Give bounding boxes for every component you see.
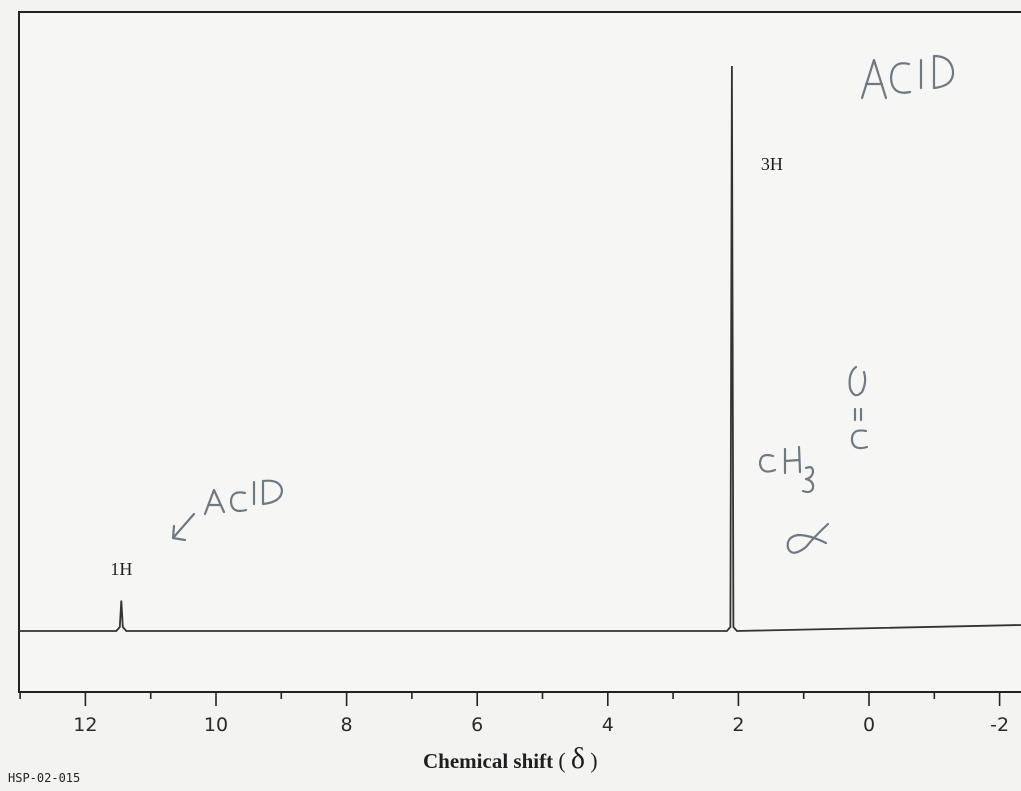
handwritten-acid-top-right bbox=[860, 54, 955, 100]
spectrum-trace bbox=[19, 65, 1021, 632]
x-axis-ticks bbox=[19, 692, 1001, 706]
x-tick-label: 2 bbox=[732, 714, 744, 736]
x-tick-label: 4 bbox=[602, 714, 614, 736]
x-tick-label: 12 bbox=[73, 714, 97, 736]
delta-symbol: δ bbox=[571, 742, 585, 775]
x-tick-label: -2 bbox=[990, 714, 1009, 736]
x-axis-tick-labels: 12 10 8 6 4 2 0 -2 bbox=[73, 714, 1009, 736]
x-tick-label: 0 bbox=[863, 714, 875, 736]
handwritten-acid-left bbox=[171, 479, 284, 542]
x-tick-label: 8 bbox=[341, 714, 353, 736]
catalog-code: HSP-02-015 bbox=[8, 771, 80, 785]
peak-integration-label: 1H bbox=[110, 559, 132, 579]
handwritten-alpha bbox=[786, 522, 830, 554]
peak-integration-label: 3H bbox=[761, 154, 783, 174]
handwritten-ch3-carbonyl bbox=[758, 365, 869, 494]
plot-frame bbox=[18, 11, 1021, 693]
x-tick-label: 10 bbox=[204, 714, 228, 736]
x-tick-label: 6 bbox=[471, 714, 483, 736]
x-axis-title: Chemical shift ( δ ) bbox=[423, 742, 598, 775]
peak-integration-labels: 1H 3H bbox=[110, 154, 783, 579]
